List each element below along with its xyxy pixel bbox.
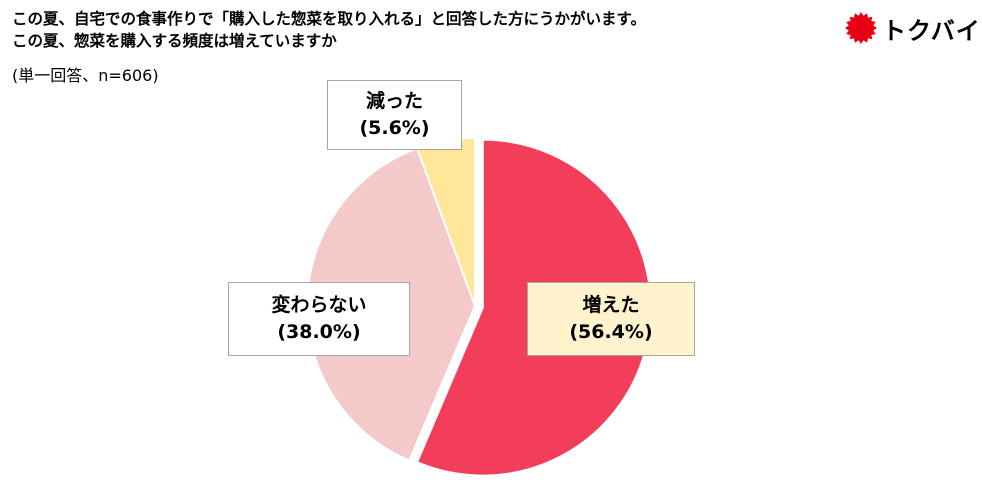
slice-label-unchanged-value: (38.0%) (277, 321, 361, 343)
chart-subtitle: (単一回答、n=606) (12, 66, 159, 85)
sunburst-logo-icon (845, 12, 877, 44)
logo-wordmark: トクバイ (882, 16, 981, 45)
chart-title: この夏、自宅での食事作りで「購入した惣菜を取り入れる」と回答した方にうかがいます… (12, 8, 832, 52)
slice-label-increased-value: (56.4%) (569, 321, 653, 343)
slice-label-decreased: 減った (5.6%) (327, 80, 462, 150)
chart-title-line-1: この夏、自宅での食事作りで「購入した惣菜を取り入れる」と回答した方にうかがいます… (12, 10, 646, 28)
sunburst-shape (845, 12, 877, 44)
slice-label-decreased-value: (5.6%) (359, 117, 430, 139)
slice-label-unchanged: 変わらない (38.0%) (228, 282, 410, 356)
slice-label-increased: 増えた (56.4%) (527, 282, 695, 356)
slice-label-decreased-name: 減った (365, 90, 423, 112)
slice-label-unchanged-name: 変わらない (271, 294, 367, 316)
slice-label-increased-name: 増えた (582, 294, 640, 316)
tokubai-logo: トクバイ (844, 10, 980, 46)
chart-title-line-2: この夏、惣菜を購入する頻度は増えていますか (12, 32, 337, 50)
